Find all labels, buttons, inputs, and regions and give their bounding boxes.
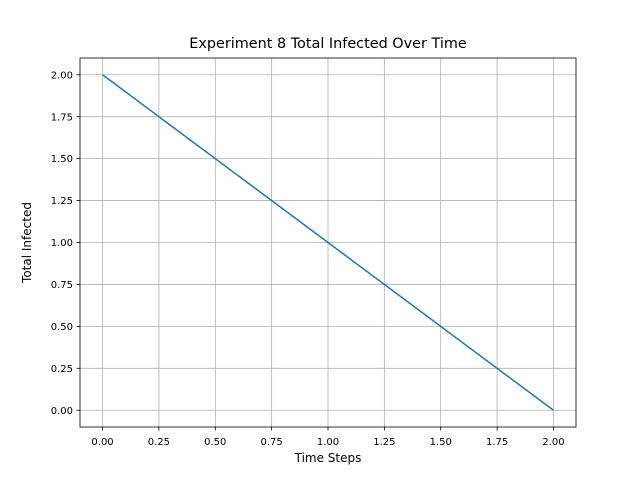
series-layer (102, 74, 554, 411)
y-tick-label: 1.50 (51, 154, 73, 165)
x-tick-label: 0.25 (148, 437, 170, 448)
x-tick-label: 2.00 (542, 437, 564, 448)
y-tick-label: 1.00 (51, 238, 73, 249)
x-tick-label: 1.75 (486, 437, 508, 448)
x-tick-label: 0.00 (91, 437, 113, 448)
x-tick-label: 1.50 (430, 437, 452, 448)
y-tick-label: 1.75 (51, 112, 73, 123)
y-tick-label: 1.25 (51, 196, 73, 207)
y-tick-label: 0.25 (51, 364, 73, 375)
x-axis-label: Time Steps (294, 451, 362, 465)
y-tick-label: 0.75 (51, 280, 73, 291)
x-axis-ticks: 0.00 0.25 0.50 0.75 1.00 1.25 1.50 1.75 2.00 (91, 427, 565, 448)
x-tick-label: 0.50 (204, 437, 226, 448)
x-tick-label: 0.75 (261, 437, 283, 448)
y-axis-ticks: 0.00 0.25 0.50 0.75 1.00 1.25 1.50 1.75 2.00 (51, 70, 80, 417)
chart-title: Experiment 8 Total Infected Over Time (189, 36, 467, 52)
x-tick-label: 1.25 (373, 437, 395, 448)
y-tick-label: 0.00 (51, 406, 73, 417)
y-axis-label: Total Infected (20, 202, 34, 284)
y-tick-label: 0.50 (51, 322, 73, 333)
series-line (102, 74, 554, 411)
x-tick-label: 1.00 (317, 437, 339, 448)
y-tick-label: 2.00 (51, 70, 73, 81)
